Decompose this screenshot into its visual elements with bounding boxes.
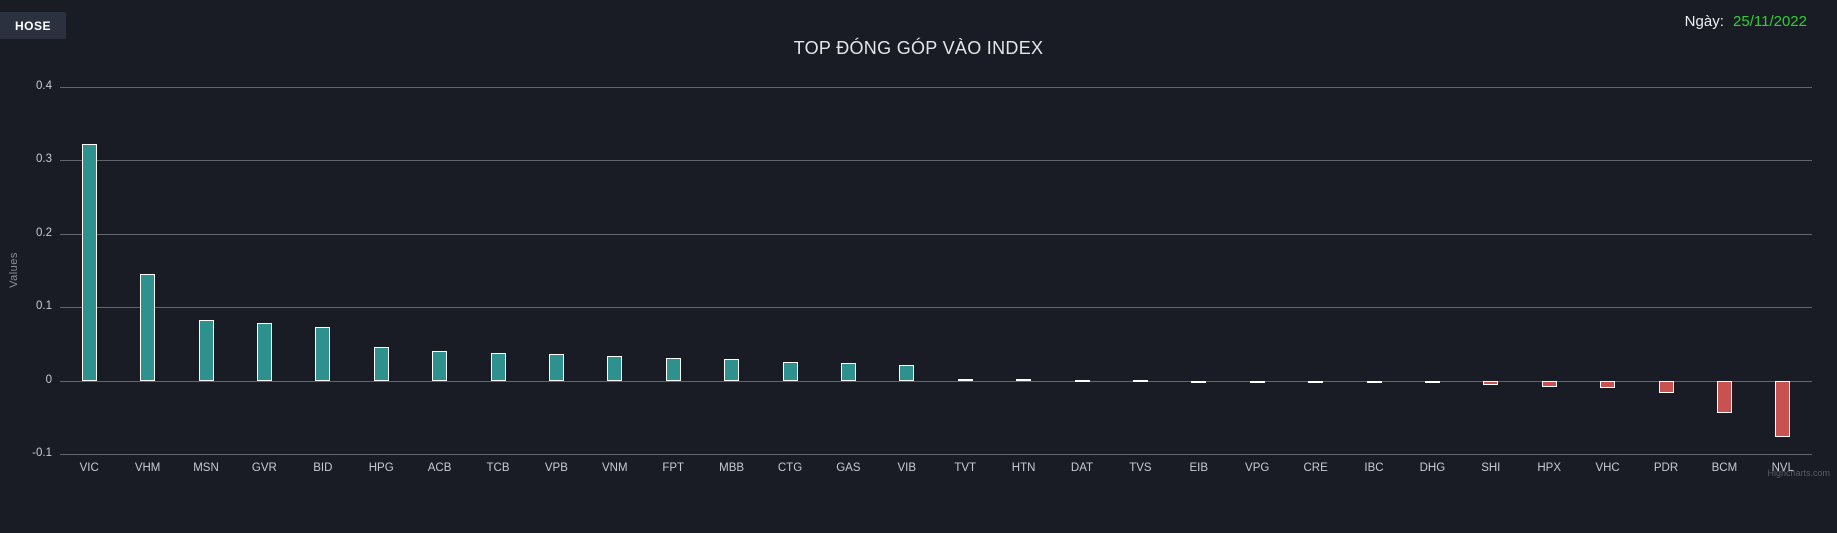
x-axis-tick-label-DHG: DHG bbox=[1419, 462, 1446, 474]
gridline-y-0.4 bbox=[60, 87, 1812, 88]
gridline-y-0.1 bbox=[60, 307, 1812, 309]
date-label: Ngày: bbox=[1684, 13, 1724, 30]
y-axis-tick-label: 0.3 bbox=[36, 153, 52, 166]
x-axis-tick-label-CTG: CTG bbox=[777, 462, 803, 474]
x-axis-tick-label-HPG: HPG bbox=[368, 462, 394, 474]
bar-HPG[interactable] bbox=[373, 346, 389, 381]
x-axis-tick-label-IBC: IBC bbox=[1364, 462, 1384, 474]
x-axis-tick-label-HPX: HPX bbox=[1537, 462, 1562, 474]
x-axis-tick-label-FPT: FPT bbox=[662, 462, 685, 474]
x-axis-tick-label-NVL: NVL bbox=[1771, 462, 1794, 474]
x-axis-tick-label-VHM: VHM bbox=[134, 462, 161, 474]
y-axis-tick-label: 0.2 bbox=[36, 226, 52, 239]
bar-VIB[interactable] bbox=[899, 364, 915, 381]
x-axis-tick-label-CRE: CRE bbox=[1303, 462, 1328, 474]
bar-HPX[interactable] bbox=[1541, 380, 1557, 388]
y-axis-tick-label: -0.1 bbox=[32, 447, 52, 459]
x-axis-tick-label-SHI: SHI bbox=[1481, 462, 1501, 474]
gridline-y-0.3 bbox=[60, 160, 1812, 162]
bar-BCM[interactable] bbox=[1716, 380, 1732, 413]
x-axis-tick-label-VIB: VIB bbox=[897, 462, 917, 474]
bar-GVR[interactable] bbox=[256, 322, 272, 381]
x-axis-tick-label-VIC: VIC bbox=[79, 462, 99, 474]
bar-TCB[interactable] bbox=[490, 352, 506, 381]
bar-VIC[interactable] bbox=[81, 144, 97, 381]
bar-VHM[interactable] bbox=[140, 274, 156, 381]
x-axis-tick-label-VHC: VHC bbox=[1595, 462, 1620, 474]
y-axis-tick-label: 0 bbox=[45, 373, 52, 386]
x-axis-tick-label-TVT: TVT bbox=[954, 462, 977, 474]
date-display: Ngày: 25/11/2022 bbox=[1685, 13, 1807, 30]
bar-FPT[interactable] bbox=[665, 357, 681, 381]
gridline-y-0 bbox=[60, 380, 1812, 382]
bar-EIB[interactable] bbox=[1191, 380, 1207, 383]
x-axis-tick-label-BID: BID bbox=[313, 462, 333, 474]
y-axis-tick-label: 0.1 bbox=[36, 300, 52, 313]
x-axis-tick-label-TVS: TVS bbox=[1129, 462, 1152, 474]
bar-SHI[interactable] bbox=[1483, 380, 1499, 385]
gridline-y-0.2 bbox=[60, 233, 1812, 235]
bar-GAS[interactable] bbox=[840, 363, 856, 381]
x-axis-tick-label-TCB: TCB bbox=[486, 462, 510, 474]
exchange-tab-hose[interactable]: HOSE bbox=[0, 12, 66, 39]
x-axis-tick-label-MBB: MBB bbox=[719, 462, 745, 474]
x-axis-tick-label-MSN: MSN bbox=[193, 462, 219, 474]
x-axis-tick-label-VPB: VPB bbox=[544, 462, 568, 474]
bar-TVS[interactable] bbox=[1132, 379, 1148, 382]
x-axis-tick-label-ACB: ACB bbox=[427, 462, 452, 474]
bar-VNM[interactable] bbox=[607, 356, 623, 381]
date-value: 25/11/2022 bbox=[1733, 13, 1807, 30]
bar-DAT[interactable] bbox=[1074, 379, 1090, 382]
highcharts-credit[interactable]: Highcharts.com bbox=[1767, 468, 1830, 478]
bar-HTN[interactable] bbox=[1016, 379, 1032, 382]
bar-VPB[interactable] bbox=[548, 354, 564, 381]
y-axis-tick-label: 0.4 bbox=[36, 80, 52, 92]
x-axis-tick-label-BCM: BCM bbox=[1711, 462, 1738, 474]
x-axis-tick-label-VPG: VPG bbox=[1245, 462, 1270, 474]
bar-BID[interactable] bbox=[315, 327, 331, 381]
x-axis-tick-label-GVR: GVR bbox=[251, 462, 277, 474]
x-axis-tick-label-PDR: PDR bbox=[1653, 462, 1679, 474]
x-axis-tick-label-VNM: VNM bbox=[602, 462, 628, 474]
bar-TVT[interactable] bbox=[957, 379, 973, 382]
gridline-y--0.1 bbox=[60, 454, 1812, 455]
bar-MSN[interactable] bbox=[198, 319, 214, 381]
bar-CTG[interactable] bbox=[782, 362, 798, 381]
x-axis-tick-label-EIB: EIB bbox=[1189, 462, 1209, 474]
bar-NVL[interactable] bbox=[1775, 380, 1791, 438]
bar-VPG[interactable] bbox=[1249, 380, 1265, 383]
bar-MBB[interactable] bbox=[724, 358, 740, 381]
bar-DHG[interactable] bbox=[1424, 380, 1440, 384]
bar-CRE[interactable] bbox=[1308, 380, 1324, 383]
x-axis-tick-label-DAT: DAT bbox=[1070, 462, 1094, 474]
bar-PDR[interactable] bbox=[1658, 380, 1674, 394]
x-axis-tick-label-GAS: GAS bbox=[836, 462, 861, 474]
bar-ACB[interactable] bbox=[432, 350, 448, 381]
bar-IBC[interactable] bbox=[1366, 380, 1382, 383]
bar-VHC[interactable] bbox=[1600, 380, 1616, 388]
chart-title: TOP ĐÓNG GÓP VÀO INDEX bbox=[793, 38, 1044, 58]
x-axis-tick-label-HTN: HTN bbox=[1011, 462, 1036, 474]
